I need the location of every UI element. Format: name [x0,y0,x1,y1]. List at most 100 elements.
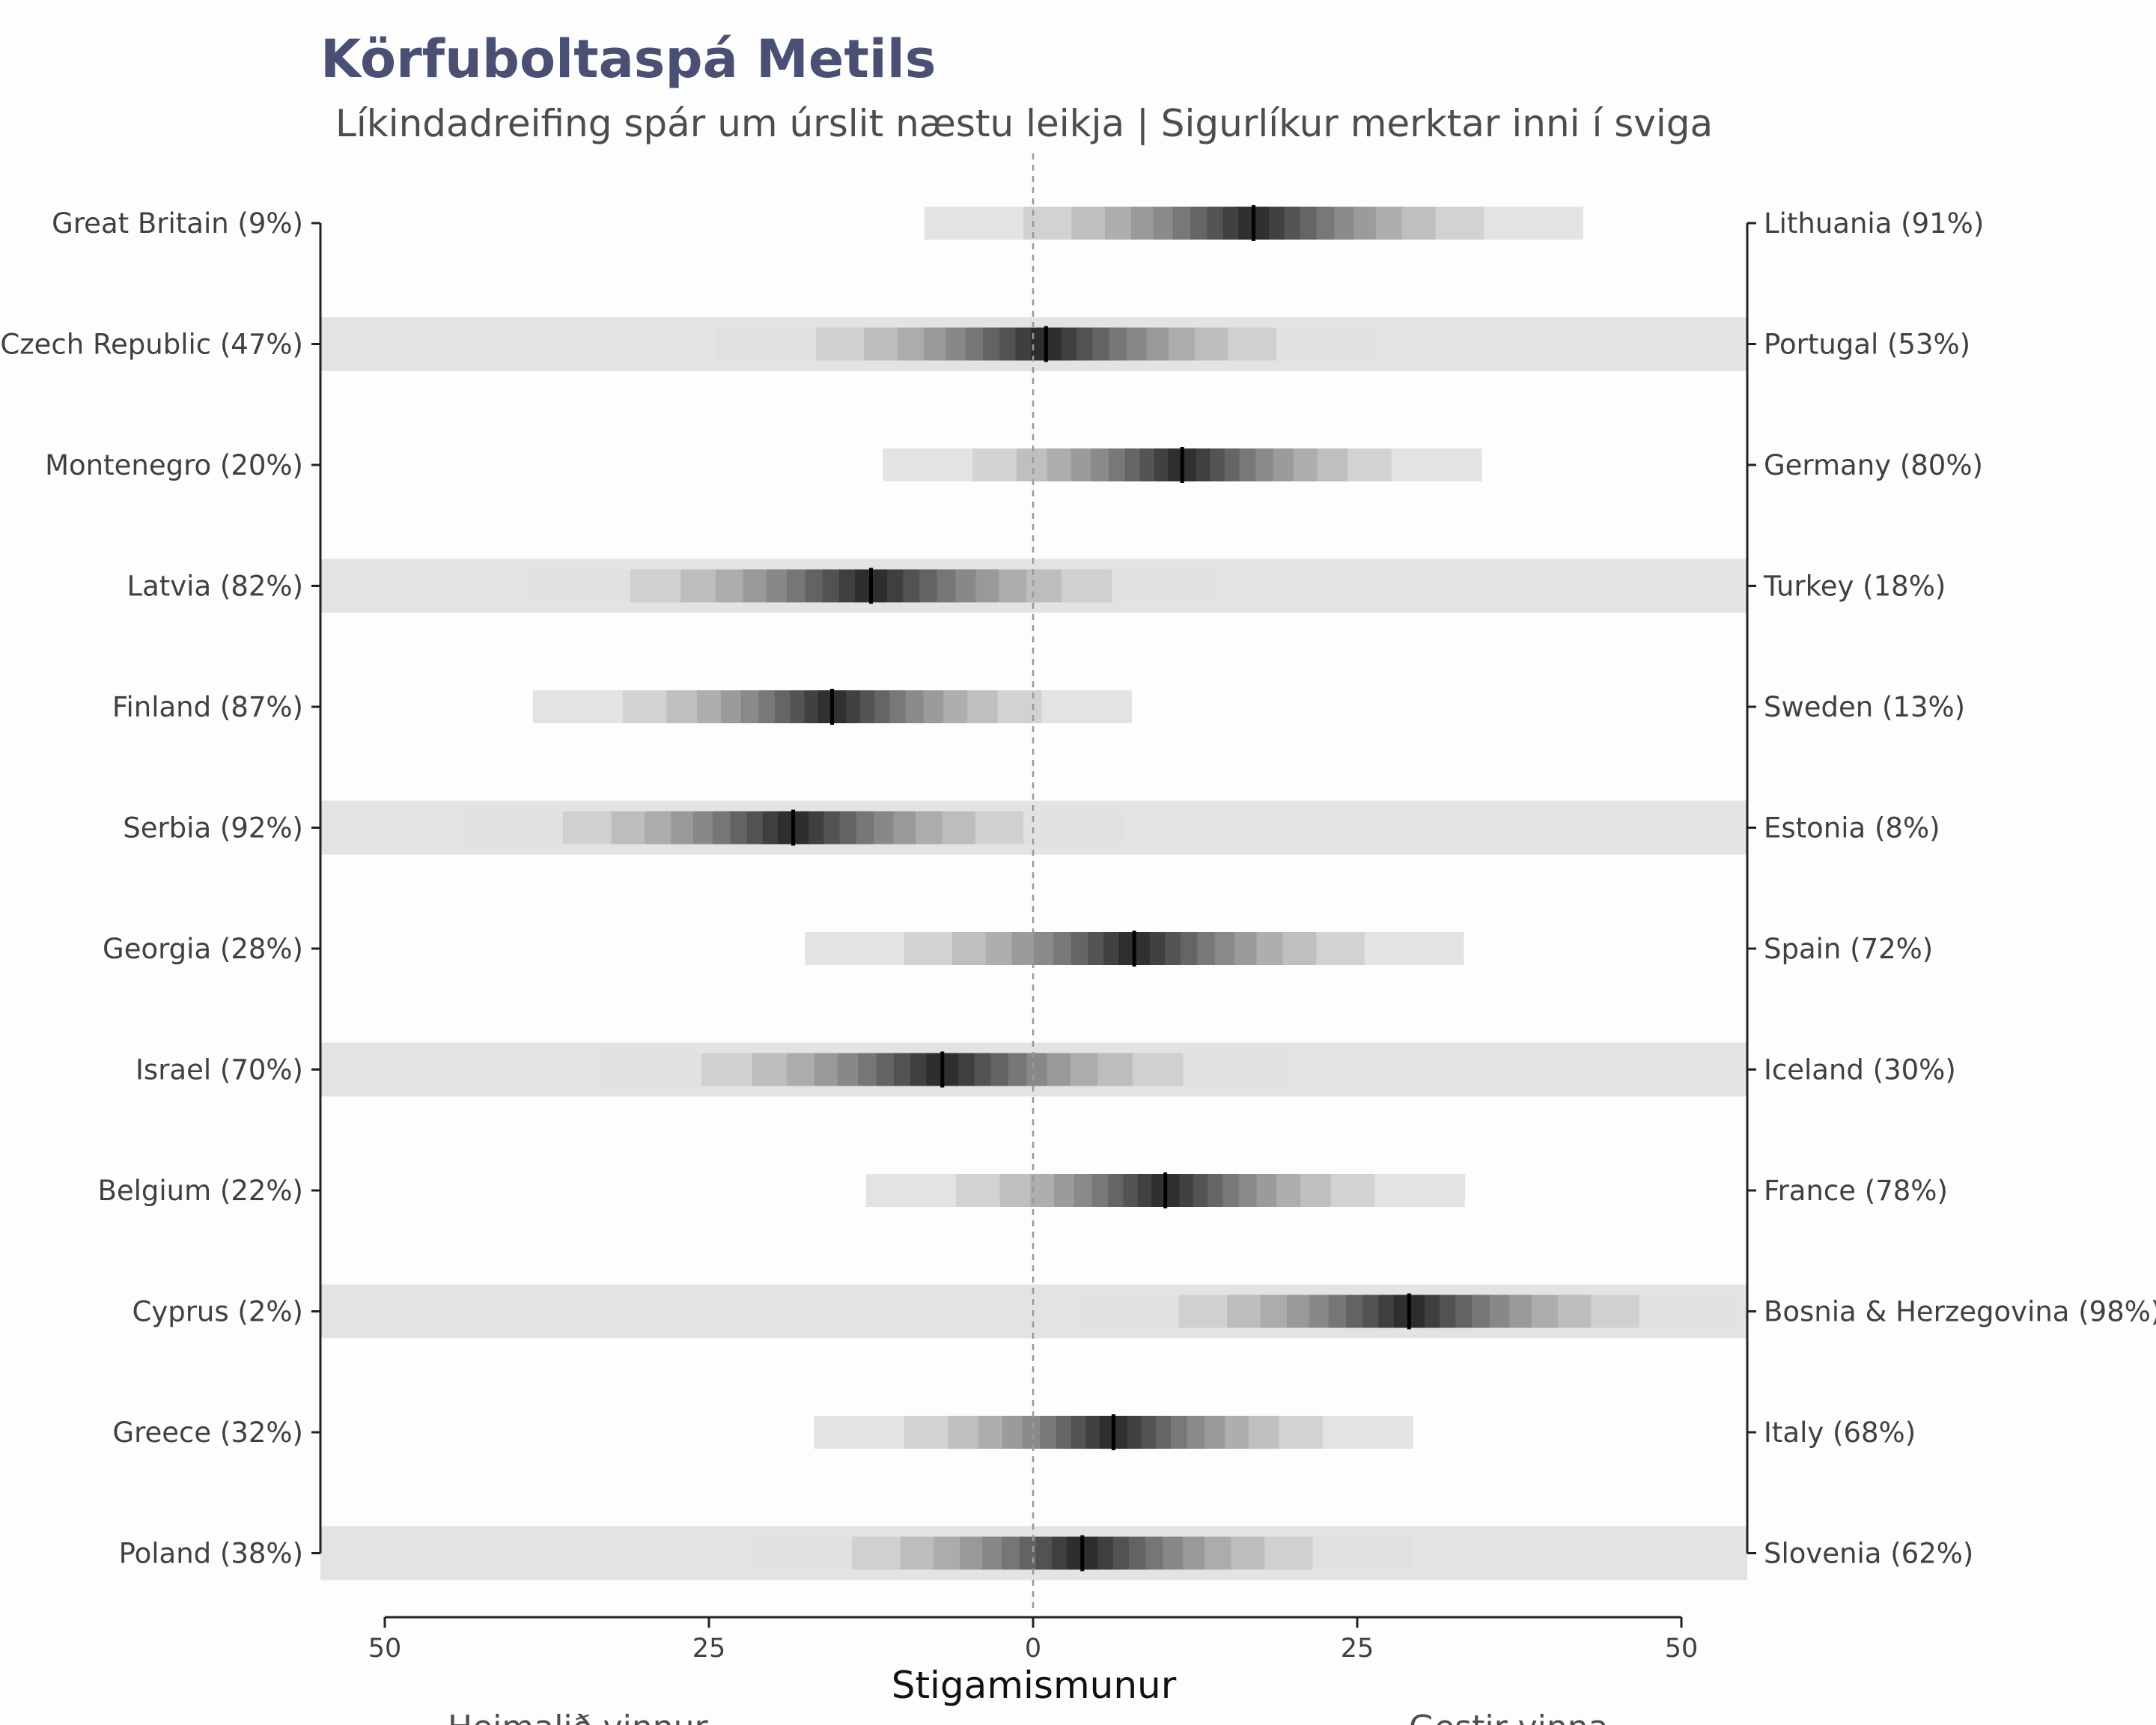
distribution-cell [999,327,1017,361]
distribution-cell [1224,448,1240,481]
distribution-cell [701,1053,753,1086]
distribution-cell [1011,932,1035,965]
distribution-cell [1180,932,1198,965]
distribution-cell [832,690,847,723]
home-team-label: Israel (70%) [135,1054,303,1086]
distribution-cell [845,690,860,723]
distribution-cell [1227,1294,1261,1328]
distribution-cell [1222,1174,1240,1207]
x-axis-label: Stigamismunur [892,1664,1177,1707]
distribution-cell [1228,327,1277,361]
distribution-cell [1146,327,1169,361]
distribution-cell [1231,1536,1265,1570]
home-team-label: Serbia (92%) [123,812,303,845]
distribution-cell [1124,448,1141,481]
distribution-cell [526,569,631,603]
distribution-cell [1207,207,1224,240]
distribution-cell [1309,1294,1330,1328]
distribution-cell [805,932,904,965]
distribution-cell [1509,1294,1532,1328]
distribution-cell [1205,1536,1231,1570]
distribution-cell [897,327,925,361]
distribution-cell [786,569,806,603]
distribution-cell [975,569,999,603]
distribution-cell [1300,1174,1332,1207]
distribution-cell [889,690,906,723]
distribution-cell [1088,932,1104,965]
distribution-cell [877,1053,895,1086]
distribution-cell [910,1053,928,1086]
distribution-cell [1052,1536,1068,1570]
distribution-cell [1030,1174,1055,1207]
distribution-cell [1153,207,1174,240]
distribution-cell [1132,1053,1184,1086]
distribution-cell [1330,1174,1375,1207]
distribution-cell [1276,1174,1301,1207]
home-team-label: Cyprus (2%) [133,1296,304,1328]
distribution-cell [1178,1174,1194,1207]
distribution-cell [1375,207,1403,240]
distribution-cell [1103,932,1120,965]
distribution-cell [562,811,612,845]
distribution-cell [463,811,564,845]
distribution-cell [1128,1536,1146,1570]
distribution-cell [1639,1294,1739,1328]
distribution-cell [983,327,1001,361]
distribution-cell [1108,1174,1124,1207]
distribution-cell [1097,1536,1113,1570]
distribution-cell [1391,448,1482,481]
distribution-cell [671,811,694,845]
distribution-cell [1026,1053,1048,1086]
distribution-cell [934,1536,960,1570]
distribution-cell [804,690,819,723]
away-team-label: France (78%) [1764,1175,1948,1207]
distribution-cell [1036,1536,1053,1570]
distribution-cell [1019,1536,1037,1570]
distribution-cell [1145,1536,1163,1570]
distribution-cell [645,811,672,845]
distribution-cell [1141,1416,1156,1449]
distribution-cell [1151,1174,1166,1207]
distribution-cell [1170,1416,1187,1449]
distribution-cell [957,1053,975,1086]
chart-title: Körfuboltaspá Metils [320,28,936,90]
distribution-cell [1193,1174,1208,1207]
distribution-cell [1112,569,1216,603]
distribution-cell [1455,1294,1473,1328]
distribution-cell [1131,207,1154,240]
distribution-cell [752,1053,788,1086]
distribution-cell [1070,1053,1098,1086]
distribution-cell [1061,327,1077,361]
distribution-cell [997,690,1042,723]
distribution-cell [1154,448,1169,481]
distribution-cell [937,569,956,603]
distribution-cell [775,690,791,723]
distribution-cell [1273,448,1294,481]
distribution-cell [1031,327,1047,361]
distribution-cell [778,811,794,845]
distribution-cell [1286,1294,1310,1328]
chart-subtitle: Líkindadreifing spár um úrslit næstu lei… [335,102,1713,145]
distribution-cell [865,1174,957,1207]
distribution-cell [886,569,904,603]
distribution-cell [1109,327,1127,361]
distribution-cell [1409,1294,1425,1328]
distribution-cell [1165,1174,1180,1207]
distribution-cell [1187,1416,1205,1449]
away-team-label: Iceland (30%) [1764,1054,1956,1086]
distribution-cell [1056,1416,1072,1449]
distribution-cell [1323,1416,1413,1449]
distribution-cell [951,932,987,965]
distribution-cell [630,569,681,603]
distribution-cell [1100,1416,1114,1449]
median-markers [791,153,1411,1613]
distribution-cell [1140,448,1155,481]
away-team-label: Germany (80%) [1764,449,1983,481]
distribution-cell [871,569,888,603]
distribution-cell [858,1053,877,1086]
distribution-cell [1255,448,1274,481]
distribution-cell [1260,1294,1288,1328]
distribution-cell [532,690,624,723]
distribution-cell [758,690,776,723]
